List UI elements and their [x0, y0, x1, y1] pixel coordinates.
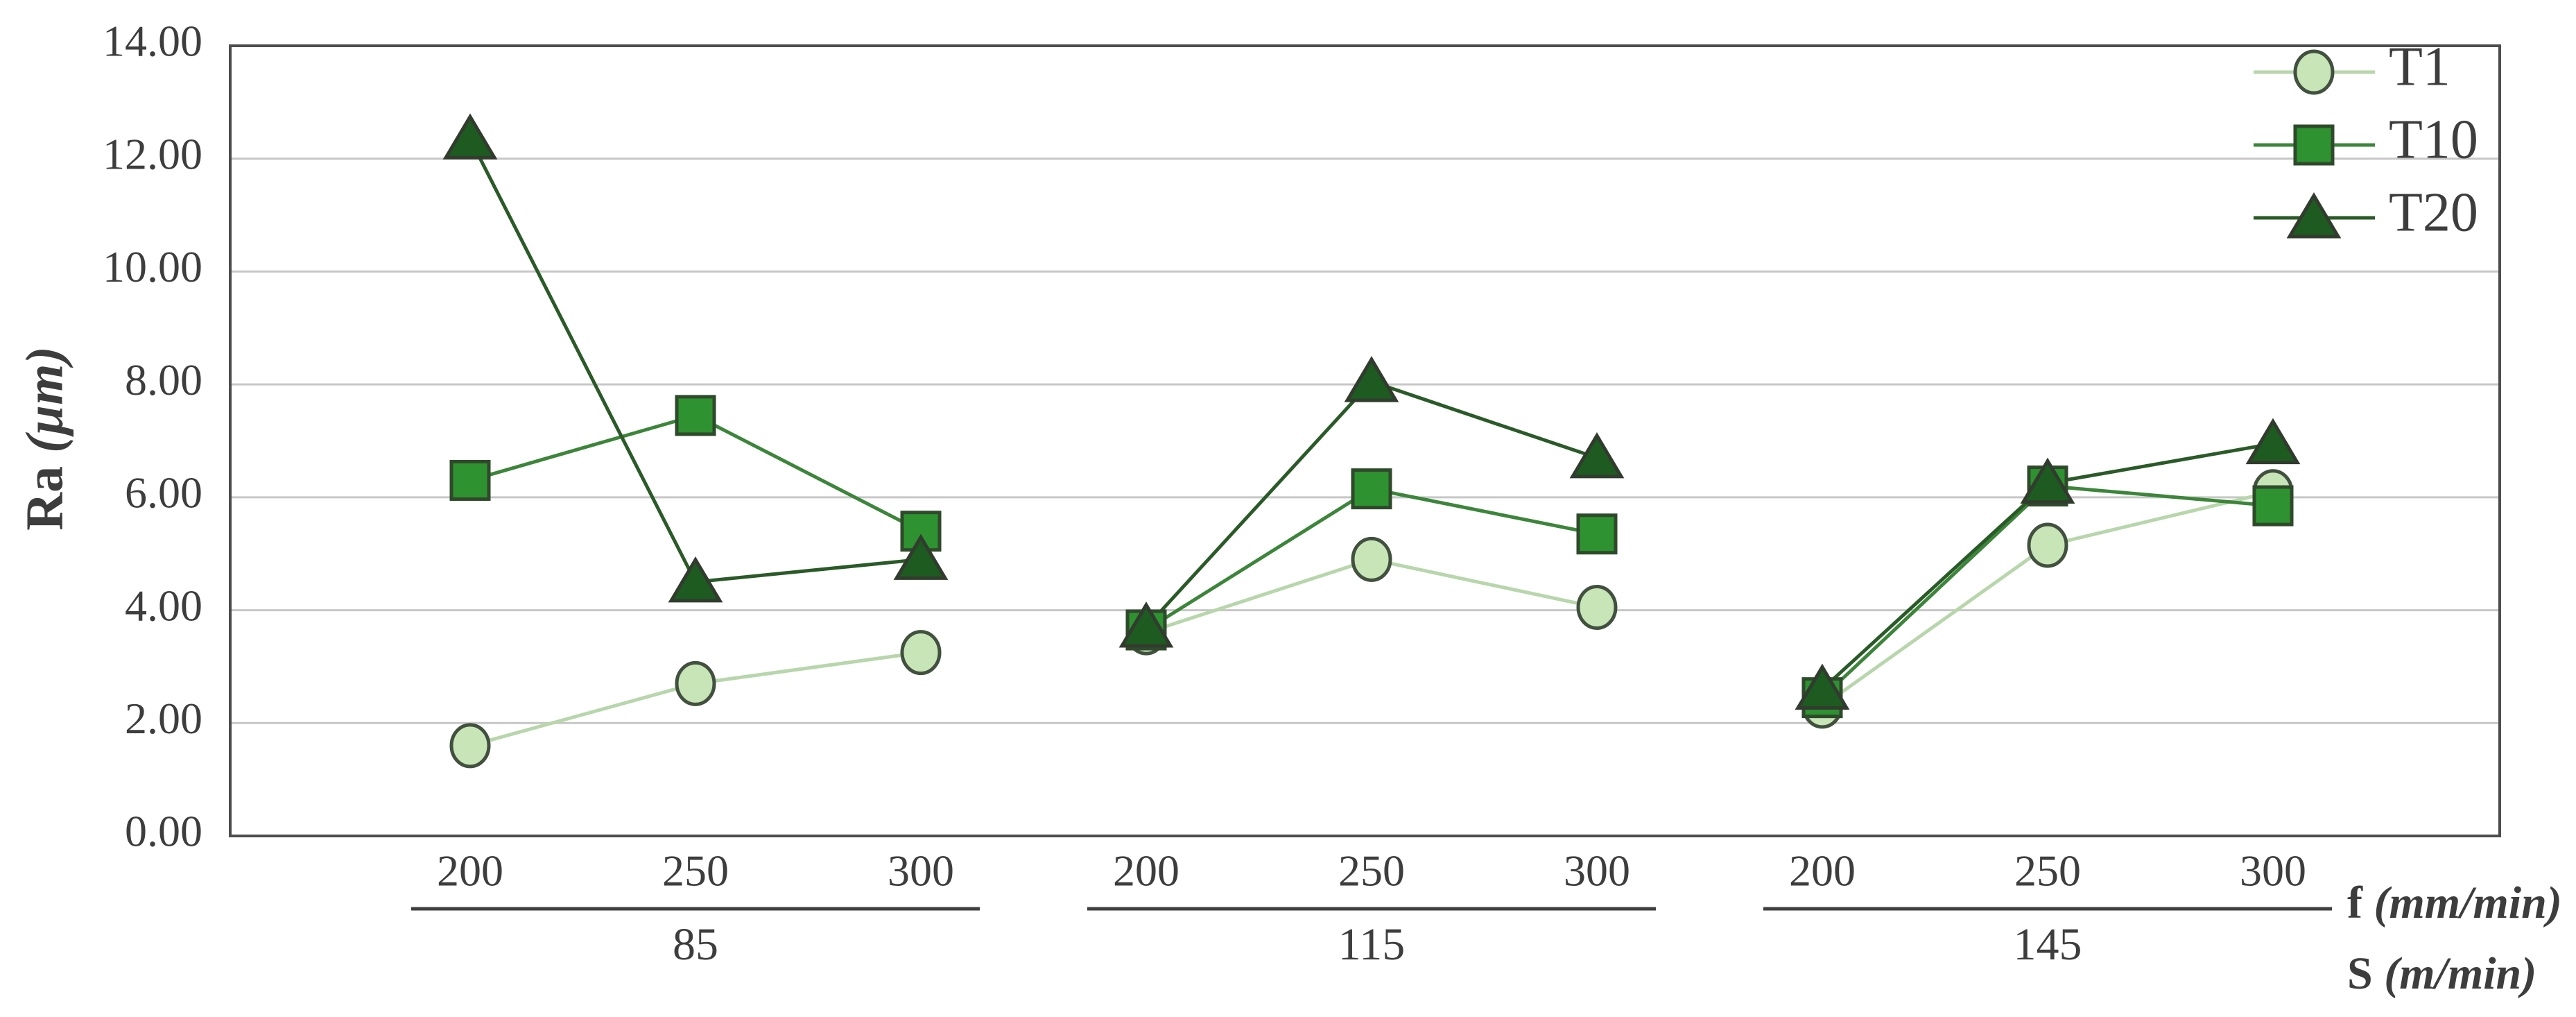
legend-label-T10: T10 [2389, 109, 2478, 170]
marker-T20 [1795, 663, 1850, 710]
group-label: 115 [1338, 919, 1406, 970]
marker-T1 [900, 630, 942, 676]
y-axis-title: Ra (µm) [15, 346, 76, 530]
y-tick-label: 8.00 [125, 355, 202, 404]
marker-T20 [1569, 432, 1625, 479]
marker-T1 [1576, 585, 1618, 631]
y-tick-label: 4.00 [125, 581, 202, 630]
legend-label-T20: T20 [2389, 182, 2478, 243]
y-tick-label: 14.00 [103, 17, 202, 66]
y-tick-label: 10.00 [103, 242, 202, 291]
marker-T20 [668, 556, 723, 603]
plot-border [229, 44, 2501, 837]
x-tick-label: 200 [1789, 846, 1856, 896]
x-tick-label: 300 [888, 846, 954, 896]
series-line-T10 [1821, 484, 2274, 699]
marker-T10 [1351, 468, 1392, 510]
marker-T1 [675, 660, 716, 706]
x-tick-label: 250 [1338, 846, 1405, 896]
marker-T20 [893, 533, 949, 580]
y-tick-label: 2.00 [125, 694, 202, 743]
x-tick-label: 300 [2240, 846, 2306, 896]
x-axis-title-speed: S (m/min) [2347, 948, 2536, 1000]
series-line-T20 [468, 138, 922, 584]
marker-T20 [2245, 418, 2301, 465]
marker-T1 [449, 723, 491, 769]
y-tick-label: 0.00 [125, 807, 202, 856]
marker-T20 [442, 113, 498, 160]
marker-T10 [2252, 485, 2294, 527]
group-label: 85 [673, 919, 718, 970]
marker-T1 [2027, 522, 2068, 568]
x-tick-label: 300 [1564, 846, 1630, 896]
marker-T10 [2293, 124, 2335, 166]
marker-T1 [1351, 536, 1392, 582]
marker-T20 [2020, 457, 2075, 504]
marker-T20 [2286, 192, 2342, 239]
x-axis-title-feed-symbol: f [2347, 878, 2362, 928]
y-axis-title-text: Ra [15, 465, 74, 531]
marker-T20 [1118, 601, 1174, 648]
x-axis-title-feed: f (mm/min) [2347, 877, 2562, 930]
marker-T1 [2293, 49, 2335, 95]
x-tick-label: 250 [2014, 846, 2081, 896]
x-axis-title-speed-unit: (m/min) [2384, 948, 2537, 999]
marker-T10 [1576, 513, 1618, 555]
y-axis-title-unit: (µm) [15, 346, 74, 453]
marker-T20 [1344, 356, 1399, 402]
marker-T10 [675, 395, 716, 436]
x-tick-label: 200 [1113, 846, 1179, 896]
marker-T10 [449, 459, 491, 501]
x-axis-title-feed-unit: (mm/min) [2374, 878, 2562, 928]
x-axis-title-speed-symbol: S [2347, 948, 2373, 999]
group-label: 145 [2014, 919, 2082, 970]
y-tick-label: 6.00 [125, 468, 202, 518]
x-tick-label: 200 [437, 846, 503, 896]
legend-label-T1: T1 [2389, 36, 2450, 97]
y-tick-label: 12.00 [103, 129, 202, 178]
x-tick-label: 250 [662, 846, 729, 896]
